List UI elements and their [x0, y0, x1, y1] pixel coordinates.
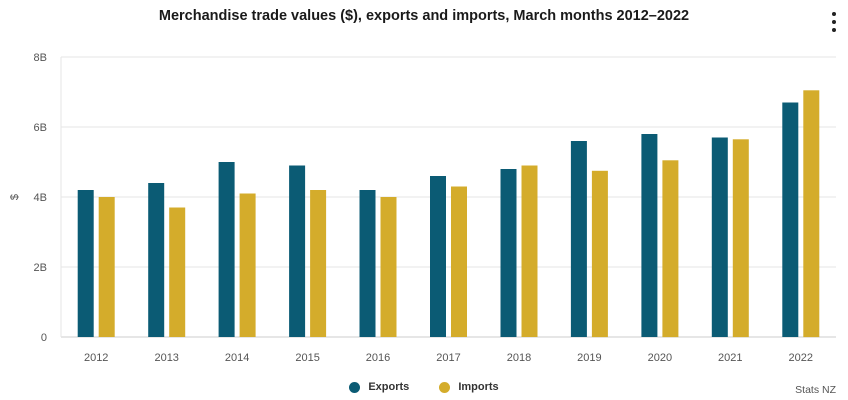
bar-imports-2018[interactable] — [521, 165, 538, 338]
x-tick-label: 2012 — [84, 352, 108, 364]
legend-marker-imports — [439, 381, 451, 393]
credits: Stats NZ — [795, 384, 836, 396]
legend-label-exports: Exports — [368, 381, 410, 393]
x-tick-label: 2018 — [507, 352, 531, 364]
bar-exports-2021[interactable] — [711, 137, 728, 338]
x-tick-label: 2014 — [225, 352, 249, 364]
bar-imports-2022[interactable] — [803, 90, 820, 338]
legend-label-imports: Imports — [458, 381, 499, 393]
y-axis-ticks: 0 2B 4B 6B 8B — [34, 52, 47, 344]
bars — [77, 90, 820, 338]
bar-imports-2019[interactable] — [591, 170, 608, 338]
bar-exports-2018[interactable] — [500, 169, 517, 337]
bar-exports-2022[interactable] — [782, 102, 799, 338]
x-tick-label: 2017 — [436, 352, 460, 364]
bar-exports-2013[interactable] — [148, 183, 165, 337]
y-tick-label: 6B — [34, 122, 47, 134]
bar-exports-2012[interactable] — [77, 190, 94, 337]
more-vertical-icon — [832, 12, 836, 16]
y-tick-label: 0 — [41, 332, 47, 344]
bar-imports-2015[interactable] — [310, 190, 327, 337]
legend-marker-exports — [349, 381, 361, 393]
y-tick-label: 4B — [34, 192, 47, 204]
bar-imports-2016[interactable] — [380, 197, 397, 337]
x-tick-label: 2013 — [154, 352, 178, 364]
x-tick-label: 2019 — [577, 352, 601, 364]
chart-menu-button[interactable] — [826, 12, 842, 32]
bar-exports-2016[interactable] — [359, 190, 376, 337]
bar-exports-2015[interactable] — [289, 165, 306, 338]
x-tick-label: 2016 — [366, 352, 390, 364]
bar-imports-2017[interactable] — [451, 186, 467, 338]
x-tick-label: 2021 — [718, 352, 742, 364]
legend-item-imports[interactable]: Imports — [439, 381, 499, 393]
bar-exports-2020[interactable] — [641, 134, 658, 337]
bar-imports-2013[interactable] — [169, 207, 186, 338]
y-tick-label: 2B — [34, 262, 47, 274]
x-tick-label: 2022 — [789, 352, 813, 364]
bar-imports-2021[interactable] — [732, 139, 749, 338]
bar-exports-2017[interactable] — [430, 176, 446, 337]
chart-title: Merchandise trade values ($), exports an… — [158, 8, 690, 24]
menu-dot — [832, 20, 836, 24]
menu-dot — [832, 28, 836, 32]
bar-imports-2014[interactable] — [239, 193, 256, 338]
bar-imports-2020[interactable] — [662, 160, 679, 338]
grid-lines — [60, 56, 836, 338]
y-axis-title: $ — [9, 194, 21, 200]
legend: Exports Imports — [0, 381, 848, 393]
bar-exports-2019[interactable] — [570, 141, 587, 337]
bar-imports-2012[interactable] — [98, 197, 115, 337]
y-tick-label: 8B — [34, 52, 47, 64]
bar-exports-2014[interactable] — [218, 162, 235, 337]
x-tick-label: 2020 — [648, 352, 672, 364]
legend-item-exports[interactable]: Exports — [349, 381, 409, 393]
x-tick-label: 2015 — [295, 352, 319, 364]
x-axis-ticks: 2012 2013 2014 2015 2016 2017 2018 2019 2020 2021… — [84, 352, 813, 364]
